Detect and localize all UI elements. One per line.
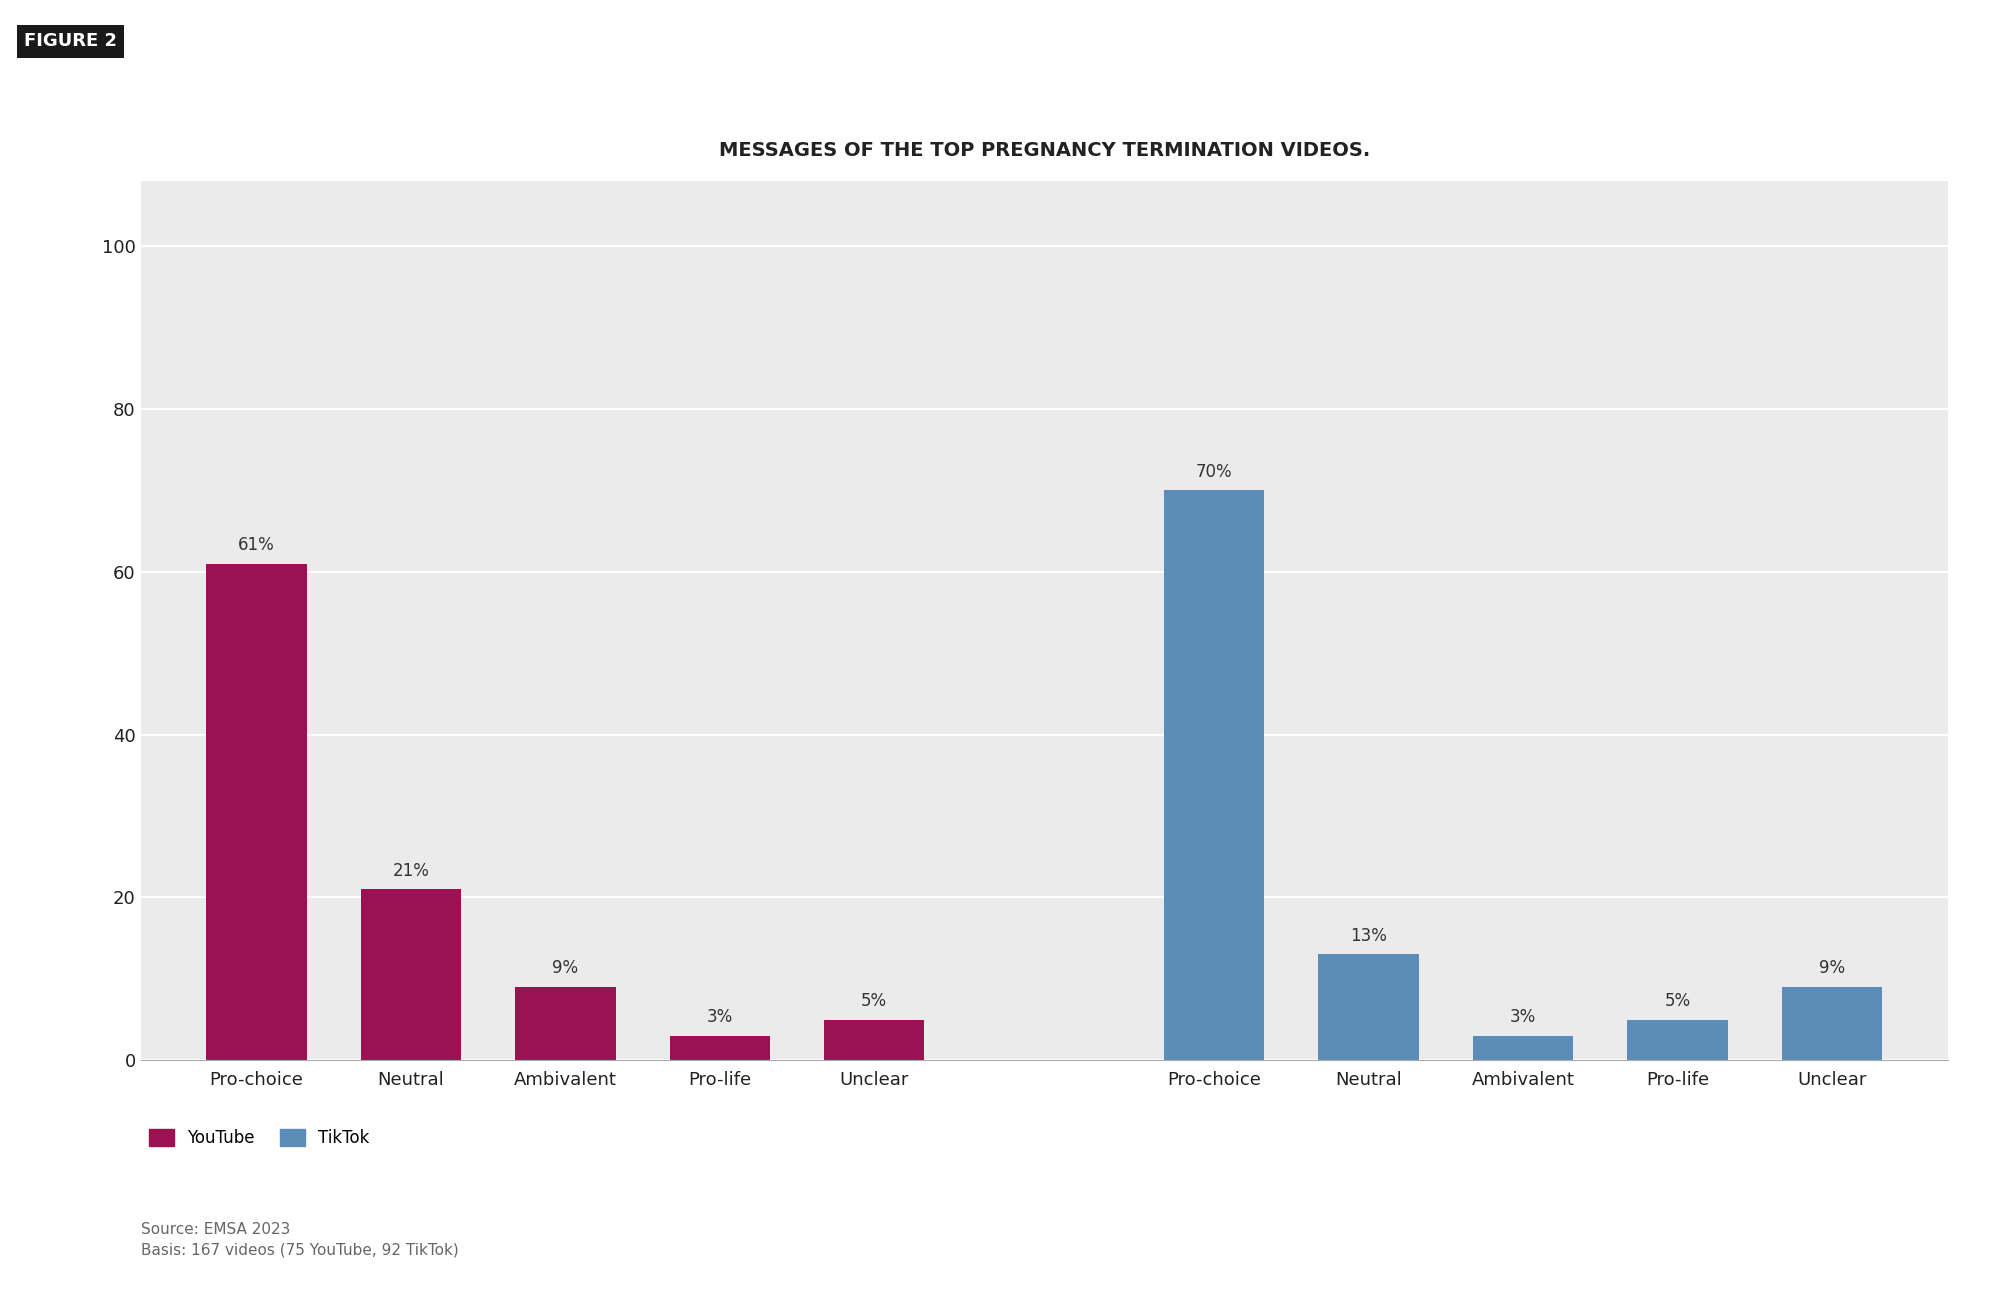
Text: 21%: 21% bbox=[391, 861, 429, 879]
Bar bbox=[823, 1020, 923, 1060]
Bar bbox=[1471, 1036, 1571, 1060]
Bar bbox=[207, 564, 307, 1060]
Text: Source: EMSA 2023
Basis: 167 videos (75 YouTube, 92 TikTok): Source: EMSA 2023 Basis: 167 videos (75 … bbox=[140, 1222, 458, 1258]
Legend: YouTube, TikTok: YouTube, TikTok bbox=[149, 1129, 369, 1147]
Text: 9%: 9% bbox=[552, 959, 578, 978]
Text: 61%: 61% bbox=[239, 535, 275, 553]
Text: 3%: 3% bbox=[706, 1009, 733, 1027]
Text: 3%: 3% bbox=[1509, 1009, 1535, 1027]
Bar bbox=[516, 987, 616, 1060]
Text: 70%: 70% bbox=[1194, 463, 1232, 481]
Text: FIGURE 2: FIGURE 2 bbox=[24, 32, 116, 50]
Bar bbox=[668, 1036, 769, 1060]
Text: 5%: 5% bbox=[1664, 992, 1690, 1010]
Bar bbox=[1780, 987, 1881, 1060]
Text: 13%: 13% bbox=[1349, 927, 1387, 945]
Bar bbox=[1164, 490, 1264, 1060]
Bar bbox=[361, 890, 462, 1060]
Text: 9%: 9% bbox=[1818, 959, 1844, 978]
Bar bbox=[1626, 1020, 1726, 1060]
Title: MESSAGES OF THE TOP PREGNANCY TERMINATION VIDEOS.: MESSAGES OF THE TOP PREGNANCY TERMINATIO… bbox=[719, 141, 1369, 160]
Bar bbox=[1319, 954, 1419, 1060]
Text: 5%: 5% bbox=[861, 992, 887, 1010]
